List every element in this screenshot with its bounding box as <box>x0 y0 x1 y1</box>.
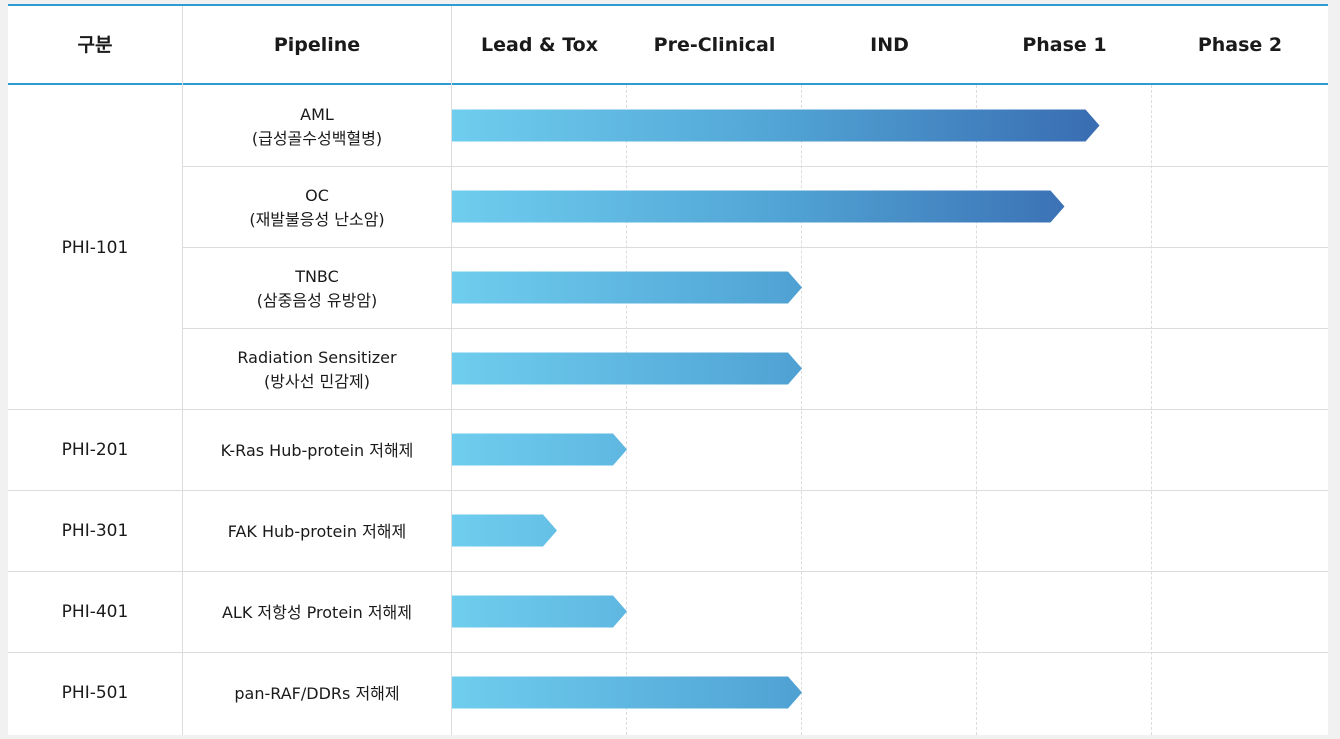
progress-bar <box>452 271 802 304</box>
pipeline-description: (급성골수성백혈병) <box>251 129 383 148</box>
group-label-phi-401: PHI-401 <box>61 602 129 622</box>
progress-bar <box>452 676 802 709</box>
table-header: 구분 Pipeline Lead & Tox Pre-Clinical IND … <box>8 6 1328 85</box>
stage-gridline-2 <box>801 85 802 735</box>
pipeline-name: pan-RAF/DDRs 저해제 <box>234 684 400 703</box>
pipeline-name: FAK Hub-protein 저해제 <box>227 522 407 541</box>
pipeline-label-pan-raf: pan-RAF/DDRs 저해제 <box>183 682 451 706</box>
pipeline-name: AML <box>300 105 334 124</box>
row-divider <box>8 409 1328 410</box>
progress-bar <box>452 109 1100 142</box>
group-label-phi-101: PHI-101 <box>61 238 129 258</box>
pipeline-label-fak: FAK Hub-protein 저해제 <box>183 520 451 544</box>
col-divider-group <box>182 6 183 735</box>
pipeline-description: (삼중음성 유방암) <box>256 291 378 310</box>
progress-bar <box>452 595 627 628</box>
row-divider <box>183 247 1328 248</box>
header-stage-lead-tox: Lead & Tox <box>481 34 598 56</box>
header-stage-pre-clinical: Pre-Clinical <box>653 34 776 56</box>
group-label-phi-301: PHI-301 <box>61 521 129 541</box>
pipeline-name: OC <box>305 186 329 205</box>
pipeline-label-aml: AML (급성골수성백혈병) <box>183 103 451 151</box>
pipeline-name: TNBC <box>295 267 339 286</box>
pipeline-name: ALK 저항성 Protein 저해제 <box>221 603 412 622</box>
pipeline-label-oc: OC (재발불응성 난소암) <box>183 184 451 232</box>
stage-gridline-3 <box>976 85 977 735</box>
progress-bar <box>452 352 802 385</box>
group-label-phi-501: PHI-501 <box>61 683 129 703</box>
row-divider <box>8 652 1328 653</box>
header-stage-ind: IND <box>870 34 909 56</box>
header-group: 구분 <box>77 34 113 56</box>
row-divider <box>8 490 1328 491</box>
progress-bar <box>452 514 557 547</box>
group-label-phi-201: PHI-201 <box>61 440 129 460</box>
pipeline-name: K-Ras Hub-protein 저해제 <box>220 441 414 460</box>
progress-bar <box>452 190 1065 223</box>
row-divider <box>183 166 1328 167</box>
header-stage-phase-1: Phase 1 <box>1022 34 1107 56</box>
pipeline-description: (재발불응성 난소암) <box>249 210 385 229</box>
header-pipeline: Pipeline <box>273 34 361 56</box>
pipeline-table: 구분 Pipeline Lead & Tox Pre-Clinical IND … <box>8 4 1328 735</box>
pipeline-name: Radiation Sensitizer <box>237 348 397 367</box>
col-divider-pipeline <box>451 6 452 735</box>
progress-bars <box>452 109 1100 709</box>
pipeline-label-k-ras: K-Ras Hub-protein 저해제 <box>183 439 451 463</box>
row-divider <box>183 328 1328 329</box>
pipeline-label-alk: ALK 저항성 Protein 저해제 <box>183 601 451 625</box>
stage-gridline-1 <box>626 85 627 735</box>
progress-bar <box>452 433 627 466</box>
pipeline-label-radiation-sensitizer: Radiation Sensitizer (방사선 민감제) <box>183 346 451 394</box>
pipeline-description: (방사선 민감제) <box>264 372 370 391</box>
pipeline-label-tnbc: TNBC (삼중음성 유방암) <box>183 265 451 313</box>
stage-gridline-4 <box>1151 85 1152 735</box>
row-divider <box>8 571 1328 572</box>
header-stage-phase-2: Phase 2 <box>1197 34 1283 56</box>
